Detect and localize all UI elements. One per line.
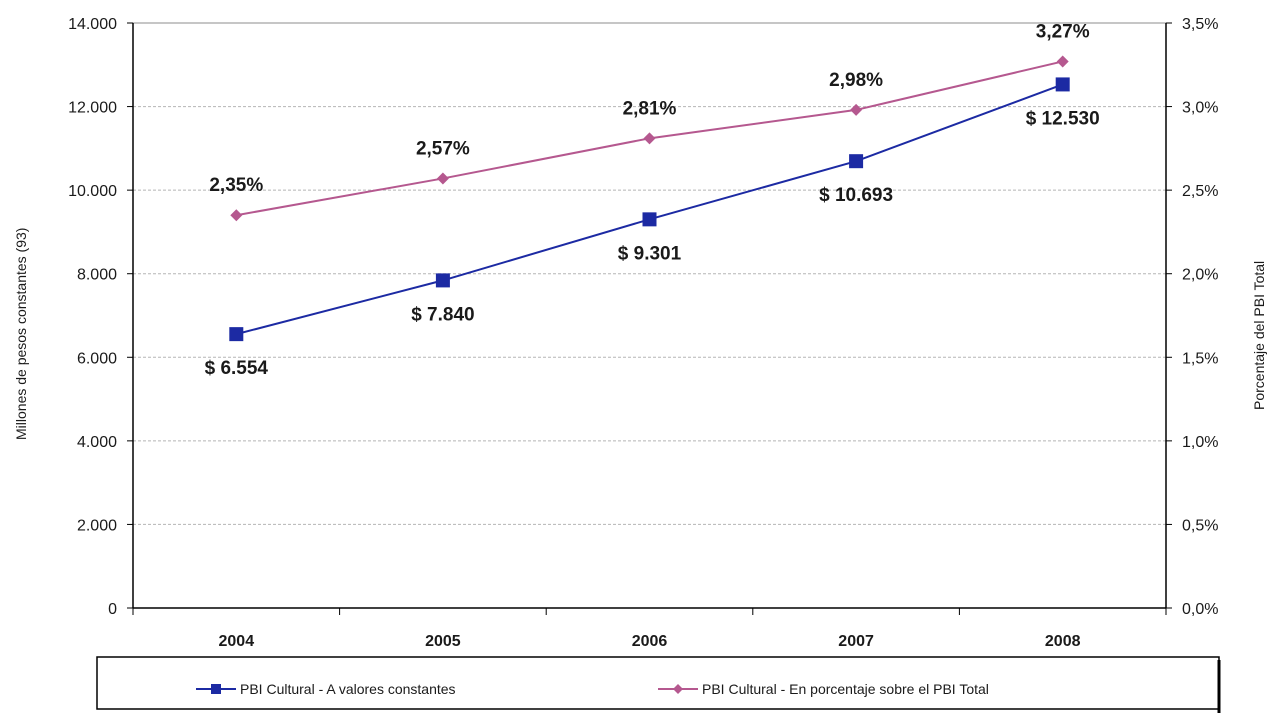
x-tick-label: 2006 bbox=[632, 633, 668, 650]
data-labels: 2,35% 2,57% 2,81% 2,98% 3,27% $ 6.554 $ 7.840 $… bbox=[205, 21, 1100, 379]
series-line-constant-values bbox=[236, 83, 1064, 336]
square-marker bbox=[435, 273, 450, 288]
diamond-marker bbox=[436, 172, 449, 185]
axes bbox=[132, 22, 1167, 609]
y2-tick-label: 2,0% bbox=[1182, 267, 1218, 284]
data-label-constant-values: $ 10.693 bbox=[819, 185, 893, 206]
data-label-percentage: 2,81% bbox=[623, 98, 677, 119]
data-label-percentage: 2,35% bbox=[209, 175, 263, 196]
square-marker bbox=[849, 154, 864, 169]
data-label-constant-values: $ 7.840 bbox=[411, 304, 474, 325]
y-tick-label: 2.000 bbox=[77, 517, 117, 534]
y-tick-label: 8.000 bbox=[77, 267, 117, 284]
y-tick-label: 10.000 bbox=[68, 183, 117, 200]
legend-diamond-marker bbox=[673, 684, 683, 694]
square-marker bbox=[642, 212, 657, 227]
y-tick-label: 0 bbox=[108, 601, 117, 618]
diamond-marker bbox=[643, 132, 656, 145]
x-tick-label: 2005 bbox=[425, 633, 461, 650]
data-label-constant-values: $ 12.530 bbox=[1026, 108, 1100, 129]
diamond-marker bbox=[230, 209, 243, 222]
y-tick-label: 6.000 bbox=[77, 350, 117, 367]
legend-square-marker bbox=[211, 684, 221, 694]
y2-tick-label: 0,0% bbox=[1182, 601, 1218, 618]
legend: PBI Cultural - A valores constantes PBI C… bbox=[96, 656, 1221, 713]
y2-tick-label: 1,0% bbox=[1182, 434, 1218, 451]
x-tick-label: 2007 bbox=[838, 633, 874, 650]
legend-box bbox=[96, 656, 1220, 710]
y2-axis-title: Porcentaje del PBI Total bbox=[1251, 261, 1267, 410]
diamond-marker bbox=[1056, 55, 1069, 68]
series-layer bbox=[229, 55, 1070, 342]
data-label-constant-values: $ 9.301 bbox=[618, 243, 682, 264]
y2-tick-label: 3,5% bbox=[1182, 16, 1218, 33]
y2-tick-label: 3,0% bbox=[1182, 100, 1218, 117]
y-tick-label: 12.000 bbox=[68, 100, 117, 117]
y2-axis-ticks: 0,0% 0,5% 1,0% 1,5% 2,0% 2,5% 3,0% 3,5% bbox=[1166, 16, 1218, 618]
data-label-constant-values: $ 6.554 bbox=[205, 358, 269, 379]
x-tick-label: 2004 bbox=[219, 633, 255, 650]
x-tick-label: 2008 bbox=[1045, 633, 1081, 650]
data-label-percentage: 2,98% bbox=[829, 70, 883, 91]
legend-label: PBI Cultural - En porcentaje sobre el PB… bbox=[702, 681, 989, 697]
y2-tick-label: 2,5% bbox=[1182, 183, 1218, 200]
x-axis-ticks: 2004 2005 2006 2007 2008 bbox=[132, 608, 1167, 650]
y-axis-ticks: 0 2.000 4.000 6.000 8.000 10.000 12.000 14.000 bbox=[68, 16, 133, 618]
legend-label: PBI Cultural - A valores constantes bbox=[240, 681, 456, 697]
square-marker bbox=[1055, 77, 1070, 92]
y2-tick-label: 1,5% bbox=[1182, 350, 1218, 367]
y-tick-label: 4.000 bbox=[77, 434, 117, 451]
y2-tick-label: 0,5% bbox=[1182, 517, 1218, 534]
data-label-percentage: 3,27% bbox=[1036, 21, 1090, 42]
y-tick-label: 14.000 bbox=[68, 16, 117, 33]
y-axis-title: Millones de pesos constantes (93) bbox=[13, 228, 29, 440]
diamond-marker bbox=[850, 103, 863, 116]
data-label-percentage: 2,57% bbox=[416, 138, 470, 159]
square-marker bbox=[229, 327, 244, 342]
